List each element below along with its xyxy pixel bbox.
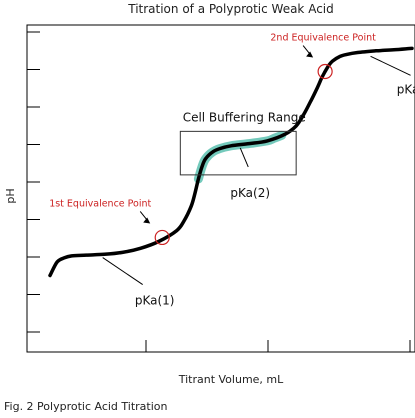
buffering-range-box bbox=[179, 130, 297, 176]
curve-point bbox=[121, 251, 123, 253]
curve-point bbox=[230, 145, 232, 147]
equivalence-markers: 1st Equivalence Point 2nd Equivalence Poi… bbox=[49, 33, 376, 246]
curve-point bbox=[248, 143, 250, 145]
pka-leader-line bbox=[239, 147, 249, 168]
curve-point bbox=[302, 114, 304, 116]
plot-frame bbox=[26, 24, 415, 353]
pka-leader-line bbox=[102, 257, 143, 285]
curve-point bbox=[375, 50, 377, 52]
curve-point bbox=[317, 85, 319, 88]
curve-point bbox=[295, 125, 297, 127]
curve-point bbox=[411, 47, 413, 50]
buffering-range-box-group: Cell Buffering Range bbox=[179, 110, 306, 176]
curve-point bbox=[176, 230, 178, 232]
figure-caption: Fig. 2 Polyprotic Acid Titration bbox=[4, 400, 168, 413]
pka-annotations: pKa(1) pKa(2) pKa(3) bbox=[102, 55, 415, 308]
curve-point bbox=[357, 51, 359, 54]
curve-point bbox=[197, 178, 200, 180]
curve-point bbox=[339, 55, 341, 58]
pka-leader-line bbox=[370, 55, 411, 76]
curve-point bbox=[331, 60, 333, 62]
x-axis-ticks bbox=[145, 340, 411, 352]
curve-point bbox=[310, 100, 312, 103]
curve-point bbox=[219, 147, 221, 150]
curve-point bbox=[85, 254, 87, 256]
equivalence-point-marker bbox=[154, 229, 170, 246]
y-axis-ticks bbox=[27, 31, 40, 333]
curve-point bbox=[190, 205, 192, 207]
chart-title: Titration of a Polyprotic Weak Acid bbox=[127, 2, 334, 16]
curve-point bbox=[266, 140, 268, 142]
curve-point bbox=[284, 133, 286, 135]
equivalence-arrowhead bbox=[143, 217, 151, 224]
buffering-range-label: Cell Buffering Range bbox=[183, 110, 306, 124]
curve-point bbox=[205, 157, 207, 160]
curve-point bbox=[212, 151, 214, 153]
pka-label: pKa(3) bbox=[397, 82, 415, 96]
equivalence-point-label: 1st Equivalence Point bbox=[49, 198, 151, 209]
equivalence-point-label: 2nd Equivalence Point bbox=[270, 33, 376, 44]
curve-points bbox=[49, 47, 413, 277]
curve-point bbox=[139, 247, 142, 249]
curve-point bbox=[183, 220, 185, 222]
curve-point bbox=[346, 53, 348, 55]
x-axis-label: Titrant Volume, mL bbox=[178, 373, 284, 386]
pka-label: pKa(2) bbox=[230, 186, 270, 200]
curve-point bbox=[158, 240, 160, 243]
curve-point bbox=[63, 257, 66, 259]
curve-point bbox=[56, 261, 58, 263]
curve-point bbox=[49, 274, 51, 277]
curve-point bbox=[201, 166, 203, 168]
curve-point bbox=[71, 255, 73, 257]
titration-curve-line bbox=[48, 46, 414, 278]
curve-point bbox=[324, 70, 326, 73]
curve-point bbox=[393, 49, 395, 51]
curve-point bbox=[103, 253, 105, 255]
y-axis-label: pH bbox=[4, 188, 17, 203]
equivalence-arrowhead bbox=[306, 51, 314, 58]
pka-label: pKa(1) bbox=[135, 294, 175, 308]
equivalence-point-marker bbox=[317, 63, 333, 80]
curve-point bbox=[194, 193, 196, 195]
